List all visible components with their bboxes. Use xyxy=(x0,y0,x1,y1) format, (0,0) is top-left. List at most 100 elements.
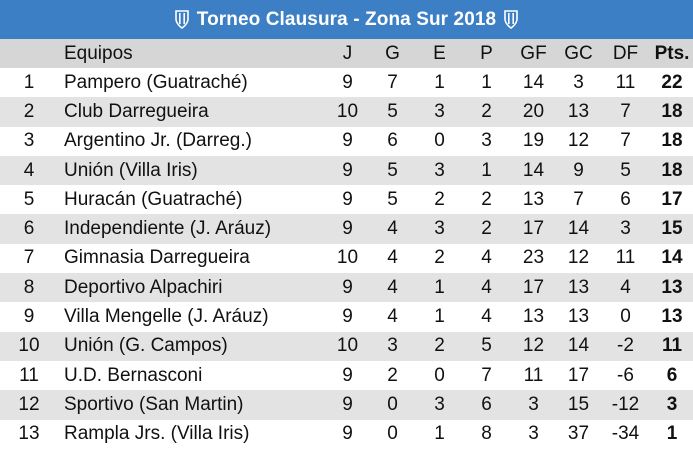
row-goals-against: 14 xyxy=(567,218,590,240)
row-goals-for: 19 xyxy=(522,130,545,152)
header-goals-against: GC xyxy=(564,42,593,64)
row-played: 9 xyxy=(342,188,353,210)
row-won: 7 xyxy=(387,71,398,93)
row-team-name: Club Darregueira xyxy=(64,100,209,122)
row-team-name: Sportivo (San Martin) xyxy=(64,393,244,415)
row-played: 10 xyxy=(336,247,359,269)
row-position: 8 xyxy=(23,276,35,298)
row-position: 6 xyxy=(23,218,35,240)
row-goal-difference: 0 xyxy=(620,306,631,328)
row-goals-against: 3 xyxy=(573,71,584,93)
header-points: Pts. xyxy=(654,42,690,64)
row-won: 4 xyxy=(387,306,398,328)
row-drawn: 1 xyxy=(434,423,445,445)
table-row: 7 Gimnasia Darregueira 10 4 2 4 23 12 11 14 xyxy=(0,243,693,274)
row-played: 10 xyxy=(336,335,359,357)
row-goal-difference: 7 xyxy=(620,100,631,122)
row-played: 9 xyxy=(342,423,353,445)
row-goals-for: 14 xyxy=(522,71,545,93)
row-played: 9 xyxy=(342,364,353,386)
row-points: 3 xyxy=(666,393,678,415)
table-row: 2 Club Darregueira 10 5 3 2 20 13 7 18 xyxy=(0,97,693,127)
table-row: 11 U.D. Bernasconi 9 2 0 7 11 17 -6 6 xyxy=(0,360,693,391)
row-played: 9 xyxy=(342,306,353,328)
table-row: 6 Independiente (J. Aráuz) 9 4 3 2 17 14 3 15 xyxy=(0,214,693,244)
page-title: Torneo Clausura - Zona Sur 2018 xyxy=(196,8,497,30)
row-lost: 8 xyxy=(481,423,492,445)
row-points: 14 xyxy=(661,247,683,269)
header-goal-difference: DF xyxy=(612,42,639,64)
row-points: 13 xyxy=(661,306,683,328)
row-lost: 2 xyxy=(481,188,492,210)
row-points: 6 xyxy=(666,364,678,386)
row-goals-for: 14 xyxy=(522,159,545,181)
row-drawn: 3 xyxy=(434,159,445,181)
row-drawn: 3 xyxy=(434,100,445,122)
table-header-row: Equipos J G E P GF GC DF Pts. xyxy=(0,39,693,68)
row-goals-against: 13 xyxy=(567,276,590,298)
standings-body: 1 Pampero (Guatraché) 9 7 1 1 14 3 11 22 2 Club Dar… xyxy=(0,68,693,449)
row-goals-against: 37 xyxy=(567,423,590,445)
row-lost: 2 xyxy=(481,218,492,240)
row-won: 0 xyxy=(387,423,398,445)
row-won: 4 xyxy=(387,247,398,269)
row-played: 9 xyxy=(342,130,353,152)
row-points: 13 xyxy=(661,276,683,298)
row-won: 3 xyxy=(387,335,398,357)
row-drawn: 1 xyxy=(434,306,445,328)
row-goal-difference: 4 xyxy=(620,276,631,298)
row-goal-difference: 7 xyxy=(620,130,631,152)
row-goals-against: 13 xyxy=(567,100,590,122)
row-lost: 7 xyxy=(481,364,492,386)
row-drawn: 0 xyxy=(434,130,445,152)
row-played: 9 xyxy=(342,276,353,298)
table-row: 12 Sportivo (San Martin) 9 0 3 6 3 15 -12 3 xyxy=(0,390,693,420)
row-goal-difference: 11 xyxy=(615,247,636,269)
row-goal-difference: -6 xyxy=(617,364,634,386)
row-goals-against: 7 xyxy=(573,188,584,210)
table-row: 9 Villa Mengelle (J. Aráuz) 9 4 1 4 13 13 0 13 xyxy=(0,302,693,332)
row-lost: 4 xyxy=(481,306,492,328)
table-row: 13 Rampla Jrs. (Villa Iris) 9 0 1 8 3 37 -34 1 xyxy=(0,419,693,449)
row-goals-for: 20 xyxy=(522,100,545,122)
row-lost: 3 xyxy=(481,130,492,152)
row-won: 4 xyxy=(387,218,398,240)
table-row: 1 Pampero (Guatraché) 9 7 1 1 14 3 11 22 xyxy=(0,68,693,98)
row-goals-for: 17 xyxy=(522,218,545,240)
row-lost: 5 xyxy=(481,335,492,357)
row-won: 2 xyxy=(387,364,398,386)
row-team-name: U.D. Bernasconi xyxy=(64,364,203,386)
row-won: 4 xyxy=(387,276,398,298)
header-team: Equipos xyxy=(64,42,133,64)
row-position: 3 xyxy=(23,130,35,152)
row-lost: 1 xyxy=(481,71,492,93)
row-lost: 4 xyxy=(481,276,492,298)
row-position: 13 xyxy=(18,423,40,445)
row-goals-against: 9 xyxy=(573,159,584,181)
table-row: 3 Argentino Jr. (Darreg.) 9 6 0 3 19 12 7 18 xyxy=(0,126,693,156)
header-played: J xyxy=(342,42,353,64)
header-goals-for: GF xyxy=(520,42,547,64)
row-points: 18 xyxy=(661,130,683,152)
row-team-name: Deportivo Alpachiri xyxy=(64,276,223,298)
row-goals-for: 13 xyxy=(522,188,545,210)
table-row: 5 Huracán (Guatraché) 9 5 2 2 13 7 6 17 xyxy=(0,185,693,215)
row-position: 10 xyxy=(18,335,40,357)
row-lost: 1 xyxy=(481,159,492,181)
row-drawn: 2 xyxy=(434,188,445,210)
row-played: 9 xyxy=(342,71,353,93)
row-drawn: 3 xyxy=(434,393,445,415)
row-goals-against: 17 xyxy=(567,364,590,386)
row-points: 22 xyxy=(661,71,683,93)
header-drawn: E xyxy=(433,42,446,64)
row-goals-against: 12 xyxy=(567,247,590,269)
team-crest-icon xyxy=(504,10,519,29)
row-points: 11 xyxy=(661,335,683,357)
row-team-name: Gimnasia Darregueira xyxy=(64,247,250,269)
row-drawn: 2 xyxy=(434,247,445,269)
row-won: 0 xyxy=(387,393,398,415)
row-position: 1 xyxy=(23,71,35,93)
row-team-name: Huracán (Guatraché) xyxy=(64,188,243,210)
row-points: 1 xyxy=(666,423,678,445)
